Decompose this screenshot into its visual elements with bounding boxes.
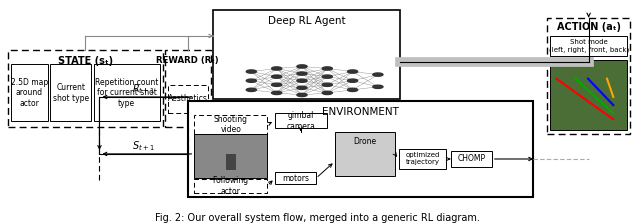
Circle shape xyxy=(271,83,282,86)
Text: Following
actor: Following actor xyxy=(212,176,249,196)
Bar xyxy=(195,179,267,192)
Bar xyxy=(547,18,630,134)
Circle shape xyxy=(246,70,257,73)
Text: motors: motors xyxy=(282,174,309,183)
Circle shape xyxy=(271,75,282,78)
Text: REWARD (Rₜ): REWARD (Rₜ) xyxy=(156,56,219,65)
Text: gimbal
camera: gimbal camera xyxy=(286,111,315,130)
Text: Drone: Drone xyxy=(353,137,376,146)
Text: Aesthetics: Aesthetics xyxy=(168,95,208,103)
Circle shape xyxy=(322,83,332,86)
Text: optimized
trajectory: optimized trajectory xyxy=(405,153,440,165)
Bar xyxy=(11,64,47,121)
Circle shape xyxy=(348,70,358,73)
Circle shape xyxy=(297,65,307,68)
Bar xyxy=(195,115,267,134)
Circle shape xyxy=(348,88,358,91)
Bar xyxy=(399,149,446,169)
Bar xyxy=(195,134,267,178)
Circle shape xyxy=(373,85,383,89)
Circle shape xyxy=(322,91,332,95)
Text: ENVIRONMENT: ENVIRONMENT xyxy=(322,107,399,117)
Circle shape xyxy=(271,91,282,95)
Text: Deep RL Agent: Deep RL Agent xyxy=(268,16,346,26)
Circle shape xyxy=(297,72,307,75)
Text: STATE (sₜ): STATE (sₜ) xyxy=(58,56,113,66)
Bar xyxy=(94,64,159,121)
Bar xyxy=(168,85,208,113)
Bar xyxy=(213,10,400,99)
Text: $R_{t+1}$: $R_{t+1}$ xyxy=(132,82,156,96)
Text: CHOMP: CHOMP xyxy=(457,155,485,163)
Bar xyxy=(8,50,163,128)
Circle shape xyxy=(322,75,332,78)
Circle shape xyxy=(297,86,307,89)
Bar xyxy=(550,36,627,56)
Text: 2.5D map
around
actor: 2.5D map around actor xyxy=(11,78,48,108)
Text: Shot mode
(left, right, front, back): Shot mode (left, right, front, back) xyxy=(548,39,628,53)
Circle shape xyxy=(348,79,358,82)
Circle shape xyxy=(322,67,332,70)
Circle shape xyxy=(271,67,282,70)
Text: Repetition count
for current shot
type: Repetition count for current shot type xyxy=(95,78,158,108)
Text: Current
shot type: Current shot type xyxy=(52,83,89,103)
Bar xyxy=(226,154,236,170)
Bar xyxy=(550,60,627,130)
Text: Shooting
video: Shooting video xyxy=(214,115,248,134)
Bar xyxy=(164,50,211,128)
Circle shape xyxy=(297,79,307,82)
Circle shape xyxy=(246,79,257,82)
Bar xyxy=(50,64,92,121)
Circle shape xyxy=(246,88,257,91)
Bar xyxy=(275,113,326,128)
Text: Fig. 2: Our overall system flow, merged into a generic RL diagram.: Fig. 2: Our overall system flow, merged … xyxy=(156,213,480,223)
Circle shape xyxy=(373,73,383,76)
Circle shape xyxy=(297,93,307,97)
Bar xyxy=(451,151,492,167)
Text: ACTION (aₜ): ACTION (aₜ) xyxy=(557,22,621,32)
Bar xyxy=(275,172,316,184)
Bar xyxy=(335,132,395,176)
Text: $S_{t+1}$: $S_{t+1}$ xyxy=(132,139,155,153)
Bar xyxy=(188,101,533,197)
